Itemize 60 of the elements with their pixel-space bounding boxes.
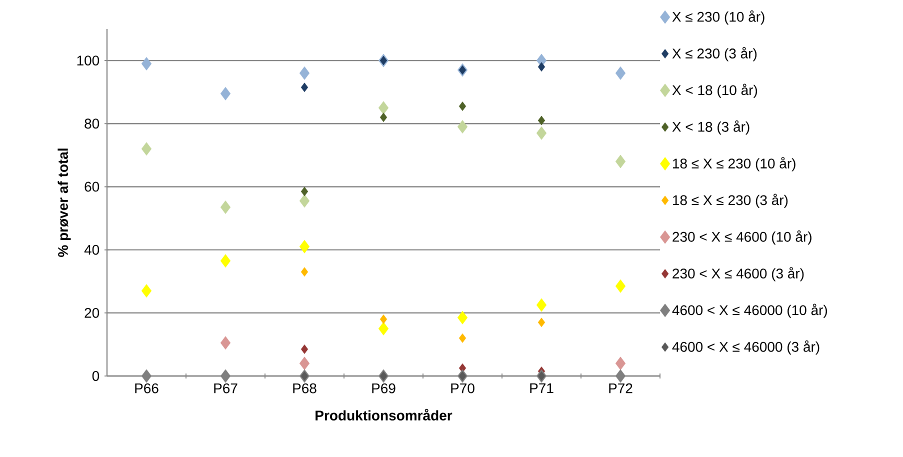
point [536, 298, 547, 312]
x-tick-label: P69 [372, 383, 396, 394]
y-tick-label: 40 [84, 244, 100, 255]
legend-label: X < 18 (10 år) [672, 84, 758, 98]
legend-label: 230 < X ≤ 4600 (10 år) [672, 230, 812, 245]
point [141, 284, 152, 298]
legend-label: X < 18 (3 år) [672, 120, 750, 135]
x-tick-label: P67 [214, 383, 238, 394]
point [300, 344, 308, 354]
point [299, 66, 310, 80]
legend-label: X ≤ 230 (10 år) [672, 10, 764, 25]
legend-label: 4600 < X ≤ 46000 (3 år) [672, 340, 820, 355]
y-tick-label: 0 [92, 371, 100, 381]
x-tick-label: P68 [293, 383, 316, 394]
point [380, 112, 388, 122]
point [536, 126, 547, 140]
point [141, 369, 152, 383]
legend-label: X ≤ 230 (3 år) [672, 47, 757, 62]
point [220, 336, 231, 350]
point [299, 240, 310, 254]
x-tick-label: P71 [530, 383, 554, 393]
point [378, 101, 389, 115]
point [538, 62, 546, 72]
point [458, 102, 466, 111]
point [300, 186, 308, 196]
point [220, 200, 231, 214]
x-axis-title: Produktionsområder [316, 408, 452, 420]
y-axis-title: % prøver af total [58, 148, 71, 257]
point [141, 57, 152, 70]
legend-label: 230 < X ≤ 4600 (3 år) [672, 267, 804, 282]
legend-label: 4600 < X ≤ 46000 (10 år) [672, 304, 828, 318]
x-tick-label: P66 [135, 383, 158, 394]
point [615, 369, 626, 383]
legend-label: 18 ≤ X ≤ 230 (10 år) [673, 157, 796, 172]
legend-label: 18 ≤ X ≤ 230 (3 år) [673, 194, 788, 208]
point [615, 66, 626, 80]
point [220, 369, 231, 383]
point [458, 333, 466, 343]
y-tick-label: 20 [84, 308, 100, 318]
point [538, 116, 546, 126]
point [457, 310, 468, 324]
point [380, 314, 388, 324]
y-tick-label: 60 [84, 182, 100, 192]
y-tick-label: 100 [77, 56, 100, 66]
point [141, 142, 152, 156]
point [299, 194, 310, 208]
point [300, 267, 308, 277]
point [299, 356, 310, 370]
point [220, 86, 231, 100]
point [378, 322, 389, 336]
x-tick-label: P70 [451, 383, 474, 394]
point [538, 318, 546, 328]
point [615, 154, 626, 168]
point [615, 279, 626, 293]
point [300, 82, 308, 92]
y-tick-label: 80 [84, 118, 100, 129]
point [615, 356, 626, 370]
point [457, 120, 468, 134]
x-tick-label: P72 [609, 383, 632, 394]
point [220, 254, 231, 268]
